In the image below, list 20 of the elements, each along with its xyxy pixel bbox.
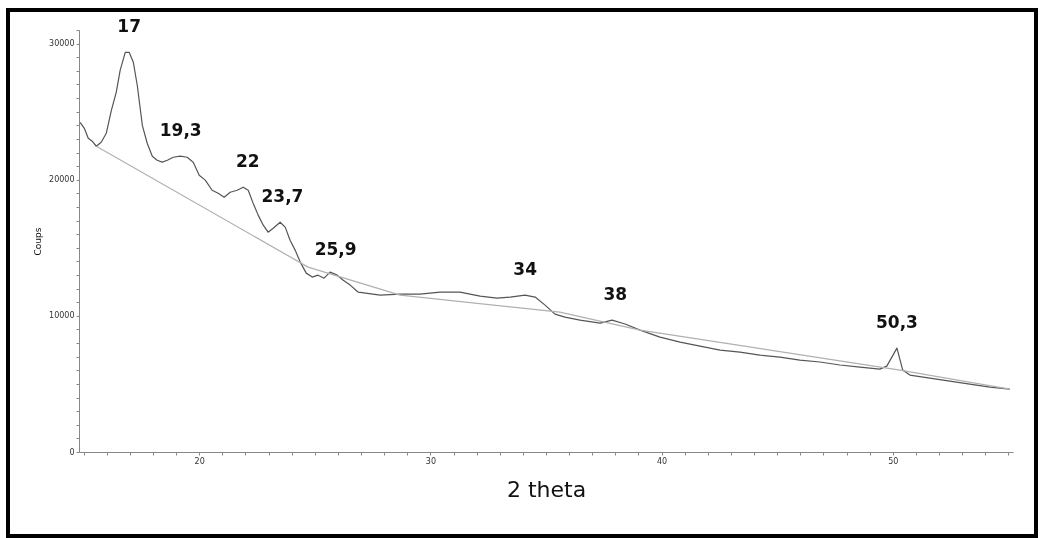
x-axis-title: 2 theta: [506, 476, 587, 502]
annotation: 50,3: [875, 312, 918, 333]
annotation: 25,9: [314, 239, 357, 260]
x-tick-label: 20: [194, 456, 205, 466]
line-series: [79, 51, 1011, 390]
annotation: 34: [513, 259, 538, 280]
y-tick-label: 20000: [49, 175, 75, 185]
annotation: 19,3: [159, 120, 202, 141]
y-tick-label: 30000: [49, 39, 75, 49]
y-axis-title: Coups: [33, 227, 44, 256]
x-tick-label: 50: [888, 456, 899, 466]
annotation: 17: [117, 16, 141, 37]
x-tick-label: 40: [657, 456, 668, 466]
annotation: 38: [603, 284, 628, 305]
annotation: 23,7: [261, 186, 304, 207]
annotation: 22: [235, 151, 260, 172]
y-tick-label: 0: [69, 447, 75, 457]
x-tick-label: 30: [425, 456, 436, 466]
y-tick-label: 10000: [49, 311, 75, 321]
line-series: [95, 145, 1011, 390]
